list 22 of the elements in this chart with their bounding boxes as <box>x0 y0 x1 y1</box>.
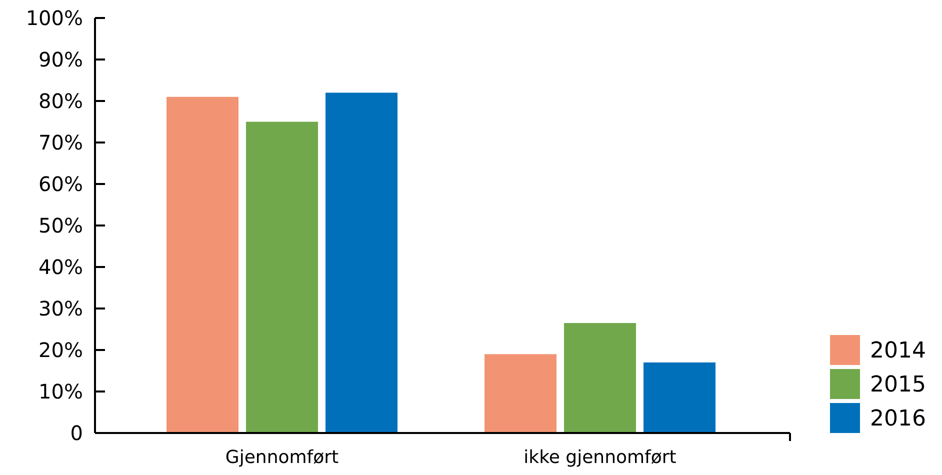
y-tick-label: 30% <box>38 296 83 320</box>
y-tick-label: 50% <box>38 214 83 238</box>
bar <box>246 122 318 433</box>
y-tick-label: 40% <box>38 255 83 279</box>
legend-label: 2014 <box>870 338 926 364</box>
bar <box>564 323 636 433</box>
y-tick-label: 80% <box>38 89 83 113</box>
x-tick-label: ikke gjennomført <box>524 447 676 468</box>
y-tick-label: 90% <box>38 48 83 72</box>
y-tick-label: 100% <box>26 6 83 30</box>
legend-label: 2016 <box>870 406 926 432</box>
bar <box>644 362 716 433</box>
bar <box>166 96 238 433</box>
y-tick-label: 10% <box>38 380 83 404</box>
bar <box>484 354 556 433</box>
bar <box>326 92 398 433</box>
y-tick-label: 60% <box>38 172 83 196</box>
legend-label: 2015 <box>870 372 926 398</box>
x-tick-label: Gjennomført <box>225 447 339 468</box>
y-tick-label: 0 <box>70 421 83 445</box>
y-tick-label: 70% <box>38 130 83 154</box>
y-tick-label: 20% <box>38 338 83 362</box>
